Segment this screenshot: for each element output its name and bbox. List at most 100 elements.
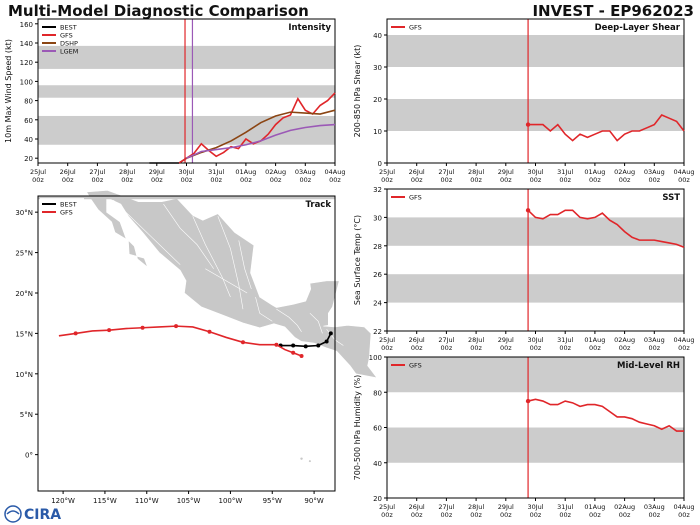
- x-tick-label: 30Jul: [178, 168, 194, 176]
- series-line-lgem: [186, 123, 336, 159]
- panel-intensity: 2040608010012014016025Jul00z26Jul00z27Ju…: [4, 18, 346, 184]
- x-tick-label: 26Jul: [60, 168, 76, 176]
- x-tick-label: 30Jul: [527, 503, 543, 511]
- series-line-dshp: [186, 109, 336, 159]
- x-tick-label: 26Jul: [409, 336, 425, 344]
- x-tick-label: 00z: [589, 344, 601, 352]
- storm-id-title: INVEST - EP962023: [532, 2, 694, 20]
- y-tick-label: 30: [373, 64, 382, 72]
- x-tick-label: 00z: [62, 176, 74, 184]
- x-tick-label: 00z: [648, 344, 660, 352]
- y-tick-label: 60: [373, 425, 382, 433]
- land-mass: [38, 196, 335, 200]
- track-point-best: [316, 343, 321, 348]
- lat-tick-label: 5°N: [20, 411, 33, 419]
- y-tick-label: 10: [373, 128, 382, 136]
- x-tick-label: 00z: [648, 176, 660, 184]
- x-tick-label: 02Aug: [614, 336, 635, 344]
- x-tick-label: 29Jul: [498, 168, 514, 176]
- x-tick-label: 25Jul: [379, 336, 395, 344]
- x-tick-label: 00z: [441, 176, 453, 184]
- track-point-gfs: [73, 331, 78, 336]
- legend-label-gfs: GFS: [409, 362, 422, 370]
- x-tick-label: 00z: [678, 176, 690, 184]
- x-tick-label: 26Jul: [409, 503, 425, 511]
- lon-tick-label: 95°W: [263, 497, 282, 505]
- panel-title: SST: [662, 193, 680, 203]
- x-tick-label: 00z: [411, 511, 423, 519]
- series-start-point: [525, 398, 531, 404]
- x-tick-label: 00z: [530, 511, 542, 519]
- y-tick-label: 100: [20, 78, 33, 86]
- x-tick-label: 00z: [381, 344, 393, 352]
- x-tick-label: 00z: [470, 511, 482, 519]
- y-tick-label: 120: [20, 59, 33, 67]
- x-tick-label: 25Jul: [379, 503, 395, 511]
- lon-tick-label: 100°W: [219, 497, 243, 505]
- lon-tick-label: 90°W: [304, 497, 323, 505]
- x-tick-label: 31Jul: [557, 503, 573, 511]
- x-tick-label: 00z: [559, 511, 571, 519]
- x-tick-label: 00z: [121, 176, 133, 184]
- x-tick-label: 28Jul: [468, 168, 484, 176]
- x-tick-label: 00z: [648, 511, 660, 519]
- legend-label-gfs: GFS: [409, 24, 422, 32]
- track-point-best: [291, 343, 296, 348]
- y-tick-label: 60: [24, 117, 33, 125]
- x-tick-label: 00z: [589, 176, 601, 184]
- lat-tick-label: 15°N: [15, 330, 33, 338]
- x-tick-label: 00z: [441, 511, 453, 519]
- series-line-gfs: [527, 398, 684, 432]
- legend-label-lgem: LGEM: [60, 48, 78, 56]
- panel-title: Mid-Level RH: [617, 361, 680, 371]
- track-point-gfs: [299, 354, 304, 359]
- track-point-gfs: [107, 328, 112, 333]
- plot-frame: [386, 188, 685, 332]
- y-tick-label: 30: [373, 214, 382, 222]
- x-tick-label: 00z: [530, 176, 542, 184]
- x-tick-label: 31Jul: [208, 168, 224, 176]
- cira-logo: CIRA: [4, 505, 61, 523]
- panel-title: Deep-Layer Shear: [595, 23, 681, 33]
- series-line-gfs: [527, 209, 685, 248]
- x-tick-label: 00z: [270, 176, 282, 184]
- lon-tick-label: 105°W: [177, 497, 201, 505]
- legend-label-gfs: GFS: [60, 209, 73, 217]
- x-tick-label: 00z: [329, 176, 341, 184]
- x-tick-label: 00z: [619, 344, 631, 352]
- legend-label-best: BEST: [60, 201, 77, 209]
- shaded-band: [387, 274, 684, 303]
- x-tick-label: 27Jul: [438, 336, 454, 344]
- track-map: 120°W 115°W 110°W 105°W 100°W 95°W 90°W 0° 5°N 10…: [15, 190, 378, 505]
- panel-deep-layer-shear: 01020304025Jul00z26Jul00z27Jul00z28Jul00…: [353, 18, 694, 184]
- map-frame: [37, 195, 336, 492]
- galapagos-island: [300, 457, 303, 460]
- panel-title: Track: [306, 200, 332, 210]
- y-axis-label: Sea Surface Temp (°C): [353, 215, 362, 305]
- track-point-gfs: [207, 329, 212, 334]
- y-tick-label: 80: [373, 389, 382, 397]
- lon-tick-label: 115°W: [93, 497, 117, 505]
- shaded-band: [387, 217, 684, 246]
- x-tick-label: 00z: [678, 344, 690, 352]
- x-tick-label: 03Aug: [295, 168, 316, 176]
- x-tick-label: 03Aug: [644, 336, 665, 344]
- track-point-gfs: [240, 340, 245, 345]
- shaded-band: [38, 115, 335, 145]
- x-tick-label: 29Jul: [498, 503, 514, 511]
- lat-tick-label: 20°N: [15, 290, 33, 298]
- state-border: [255, 296, 273, 322]
- track-point-gfs: [174, 324, 179, 329]
- lat-tick-label: 10°N: [15, 371, 33, 379]
- x-tick-label: 31Jul: [557, 168, 573, 176]
- x-tick-label: 00z: [470, 176, 482, 184]
- state-border: [205, 268, 248, 294]
- legend-label-dshp: DSHP: [60, 40, 78, 48]
- x-tick-label: 00z: [411, 176, 423, 184]
- x-tick-label: 04Aug: [325, 168, 346, 176]
- x-tick-label: 00z: [299, 176, 311, 184]
- x-tick-label: 00z: [470, 344, 482, 352]
- state-border: [309, 312, 323, 334]
- x-tick-label: 00z: [181, 176, 193, 184]
- y-tick-label: 20: [24, 155, 33, 163]
